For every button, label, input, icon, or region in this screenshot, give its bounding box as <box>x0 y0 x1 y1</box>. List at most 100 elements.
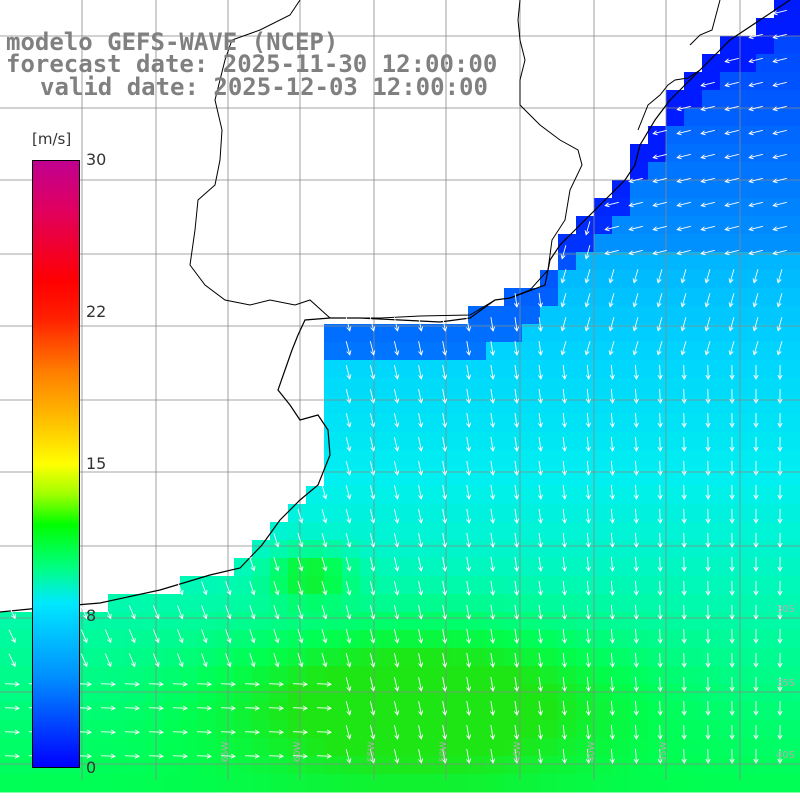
wind-speed-cell <box>792 108 800 127</box>
wind-speed-cell <box>630 576 649 595</box>
wind-arrow <box>628 201 643 208</box>
wind-speed-cell <box>504 558 523 577</box>
wind-arrows <box>4 9 787 764</box>
wind-speed-cell <box>450 504 469 523</box>
wind-arrow <box>466 365 472 380</box>
wind-speed-cell <box>468 324 487 343</box>
wind-arrow <box>104 605 112 620</box>
wind-arrow <box>681 676 687 692</box>
wind-arrow <box>345 485 352 500</box>
wind-speed-cell <box>702 306 721 325</box>
wind-arrow <box>729 556 735 572</box>
wind-speed-cell <box>756 756 775 775</box>
wind-speed-cell <box>342 432 361 451</box>
wind-speed-cell <box>144 738 163 757</box>
wind-arrow <box>513 461 520 476</box>
wind-speed-cell <box>648 450 667 469</box>
wind-speed-cell <box>792 738 800 757</box>
wind-speed-cell <box>594 378 613 397</box>
wind-speed-cell <box>720 126 739 145</box>
wind-arrow <box>656 341 663 356</box>
wind-arrow <box>345 677 352 692</box>
wind-speed-cell <box>540 648 559 667</box>
wind-speed-cell <box>738 36 757 55</box>
wind-arrow <box>490 413 496 428</box>
wind-speed-cell <box>540 504 559 523</box>
wind-speed-cell <box>90 648 109 667</box>
wind-speed-cell <box>720 504 739 523</box>
wind-speed-cell <box>720 720 739 739</box>
wind-arrow <box>704 317 711 332</box>
wind-speed-cell <box>774 72 793 91</box>
wind-arrow <box>201 653 208 668</box>
wind-speed-cell <box>450 324 469 343</box>
wind-speed-cell <box>342 360 361 379</box>
lat-label: 35S <box>776 678 795 689</box>
wind-speed-cell <box>720 432 739 451</box>
wind-speed-cell <box>702 738 721 757</box>
wind-arrow <box>124 729 140 735</box>
wind-speed-cell <box>108 630 127 649</box>
wind-speed-cell <box>774 90 793 109</box>
wind-arrow <box>466 413 472 428</box>
wind-speed-cell <box>144 702 163 721</box>
wind-arrow <box>729 436 735 452</box>
wind-speed-cell <box>54 774 73 793</box>
wind-arrow <box>369 629 376 644</box>
wind-speed-cell <box>414 648 433 667</box>
wind-speed-cell <box>576 702 595 721</box>
wind-speed-cell <box>414 612 433 631</box>
wind-speed-cell <box>522 666 541 685</box>
wind-speed-cell <box>666 666 685 685</box>
wind-arrow <box>292 705 308 711</box>
wind-arrow <box>442 701 448 716</box>
wind-speed-cell <box>144 774 163 793</box>
wind-arrow <box>676 105 691 112</box>
wind-speed-cell <box>702 180 721 199</box>
wind-speed-cell <box>162 684 181 703</box>
wind-arrow <box>4 705 20 711</box>
wind-speed-cell <box>360 702 379 721</box>
wind-speed-cell <box>702 360 721 379</box>
wind-speed-cell <box>774 576 793 595</box>
wind-speed-cell <box>630 234 649 253</box>
wind-speed-cell <box>108 720 127 739</box>
wind-speed-cell <box>162 702 181 721</box>
wind-arrow <box>4 729 20 735</box>
wind-arrow <box>177 581 184 596</box>
wind-arrow <box>724 57 739 64</box>
wind-speed-cell <box>342 612 361 631</box>
wind-speed-cell <box>108 594 127 613</box>
wind-arrow <box>633 604 639 620</box>
wind-speed-cell <box>738 414 757 433</box>
wind-arrow <box>681 532 687 548</box>
wind-speed-cell <box>666 342 685 361</box>
wind-speed-cell <box>792 216 800 235</box>
wind-arrow <box>609 724 615 740</box>
wind-arrow <box>753 533 759 548</box>
wind-speed-cell <box>378 504 397 523</box>
wind-speed-cell <box>252 576 271 595</box>
wind-speed-cell <box>234 738 253 757</box>
wind-speed-cell <box>144 666 163 685</box>
wind-speed-cell <box>738 468 757 487</box>
wind-speed-cell <box>432 522 451 541</box>
wind-speed-cell <box>648 234 667 253</box>
wind-arrow <box>466 485 472 500</box>
wind-speed-cell <box>576 216 595 235</box>
wind-arrow <box>748 105 763 112</box>
wind-speed-cell <box>666 198 685 217</box>
wind-arrow <box>609 676 615 692</box>
wind-speed-cell <box>540 306 559 325</box>
wind-speed-cell <box>720 252 739 271</box>
wind-speed-cell <box>792 342 800 361</box>
wind-speed-cell <box>522 756 541 775</box>
wind-speed-cell <box>558 684 577 703</box>
wind-speed-cell <box>486 774 505 793</box>
wind-speed-cell <box>774 486 793 505</box>
wind-speed-cell <box>450 450 469 469</box>
wind-arrow <box>705 628 711 644</box>
wind-arrow <box>369 365 376 380</box>
wind-speed-cell <box>648 288 667 307</box>
wind-speed-cell <box>684 414 703 433</box>
